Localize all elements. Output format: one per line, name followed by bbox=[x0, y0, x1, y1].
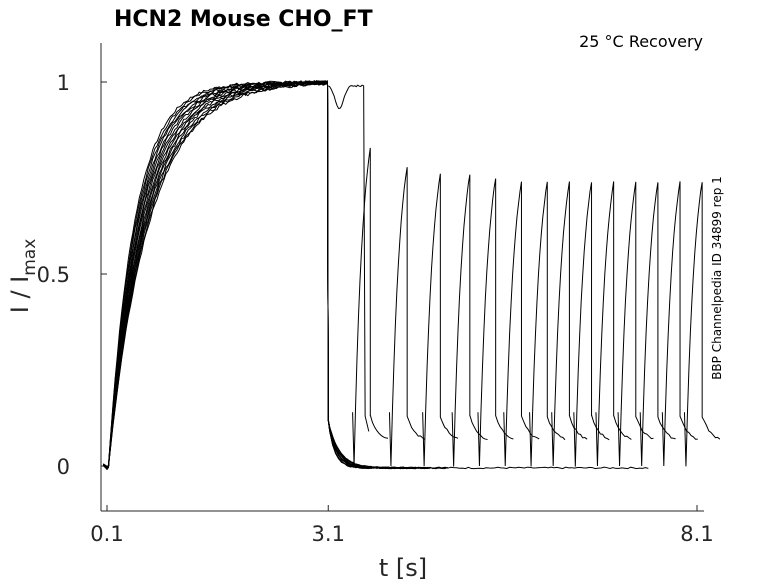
traces bbox=[102, 79, 721, 471]
activation-trace bbox=[102, 80, 357, 469]
axes bbox=[100, 43, 704, 512]
activation-trace bbox=[102, 80, 392, 470]
recovery-trace bbox=[451, 174, 488, 467]
recovery-trace bbox=[595, 181, 632, 467]
y-tick-label: 1 bbox=[57, 71, 70, 95]
x-axis-label: t [s] bbox=[379, 554, 427, 582]
x-tick-label: 8.1 bbox=[680, 522, 713, 546]
activation-trace bbox=[103, 82, 375, 469]
recovery-trace bbox=[352, 147, 389, 467]
recovery-trace bbox=[661, 181, 698, 467]
y-tick-label: 0.5 bbox=[37, 263, 70, 287]
recovery-trace bbox=[529, 181, 566, 467]
y-axis-label: I / Imax bbox=[6, 239, 40, 314]
activation-trace bbox=[102, 80, 448, 470]
activation-trace bbox=[103, 81, 413, 470]
recovery-trace bbox=[422, 173, 459, 467]
side-note: BBP Channelpedia ID 34899 rep 1 bbox=[710, 176, 724, 380]
activation-trace bbox=[103, 80, 431, 470]
recovery-trace bbox=[388, 167, 426, 467]
activation-trace bbox=[103, 80, 392, 470]
recovery-trace bbox=[617, 181, 654, 467]
activation-trace bbox=[102, 80, 357, 471]
recovery-trace bbox=[551, 181, 588, 467]
activation-trace bbox=[102, 80, 375, 470]
recovery-trace bbox=[639, 182, 676, 467]
activation-trace bbox=[102, 81, 448, 470]
chart-title: HCN2 Mouse CHO_FT bbox=[114, 7, 373, 32]
x-tick-label: 3.1 bbox=[312, 522, 345, 546]
ticks: 0.1 3.1 8.1 0 0.5 1 bbox=[37, 71, 714, 546]
recovery-trace bbox=[503, 181, 540, 467]
activation-trace bbox=[102, 81, 431, 470]
y-axis-label-subscript: max bbox=[20, 239, 40, 276]
activation-trace bbox=[102, 80, 375, 470]
recovery-trace bbox=[573, 182, 610, 467]
recovery-trace bbox=[683, 182, 721, 467]
x-tick-label: 0.1 bbox=[90, 522, 123, 546]
chart-subtitle: 25 °C Recovery bbox=[579, 32, 703, 51]
activation-trace bbox=[103, 82, 392, 469]
y-tick-label: 0 bbox=[57, 455, 70, 479]
activation-trace bbox=[103, 80, 413, 470]
activation-trace bbox=[103, 81, 413, 470]
recovery-trace bbox=[477, 178, 514, 467]
y-axis-label-main: I / I bbox=[6, 276, 34, 314]
first-recovery-sweep bbox=[327, 84, 370, 432]
